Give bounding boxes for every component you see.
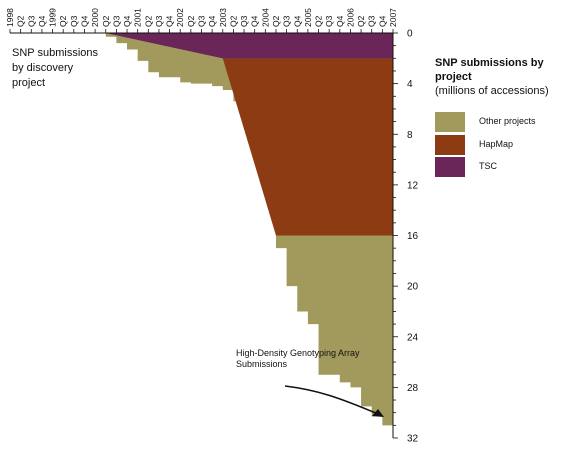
y-tick-label: 16 <box>407 231 419 242</box>
x-tick-label: Q3 <box>197 15 207 27</box>
x-tick-label: Q4 <box>292 15 302 27</box>
x-tick-label: Q4 <box>79 15 89 27</box>
legend-title: SNP submissions by project <box>435 57 544 83</box>
x-tick-label: Q3 <box>239 15 249 27</box>
chart-areas <box>99 33 393 426</box>
legend-swatch-tsc <box>435 157 465 177</box>
legend: SNP submissions by project (millions of … <box>435 56 580 177</box>
x-tick-label: Q2 <box>58 15 68 27</box>
legend-swatch-other <box>435 112 465 132</box>
x-tick-label: Q2 <box>271 15 281 27</box>
x-tick-label: Q3 <box>154 15 164 27</box>
series-tsc-area <box>105 33 393 59</box>
x-tick-label: Q4 <box>37 15 47 27</box>
y-tick-label: 32 <box>407 434 419 445</box>
legend-label-hapmap: HapMap <box>479 139 514 149</box>
x-tick-label: Q4 <box>165 15 175 27</box>
x-tick-label: 2000 <box>90 8 100 27</box>
y-axis: 0 4 8 12 16 20 24 28 32 <box>392 29 419 445</box>
x-tick-label: Q3 <box>26 15 36 27</box>
legend-label-tsc: TSC <box>479 161 497 171</box>
x-tick-label: Q4 <box>122 15 132 27</box>
x-tick-label: Q2 <box>356 15 366 27</box>
annotation-text: High-Density Genotyping Array Submission… <box>236 348 360 369</box>
x-tick-label: Q3 <box>69 15 79 27</box>
legend-subtitle: (millions of accessions) <box>435 85 549 97</box>
y-tick-label: 24 <box>407 332 419 343</box>
x-tick-label: Q2 <box>314 15 324 27</box>
annotation-arrowhead <box>372 409 384 417</box>
x-tick-label: 2004 <box>260 8 270 27</box>
x-tick-label: 1999 <box>48 8 58 27</box>
x-tick-label: Q2 <box>143 15 153 27</box>
x-tick-label: 2005 <box>303 8 313 27</box>
y-tick-label: 0 <box>407 29 413 40</box>
x-tick-label: Q3 <box>282 15 292 27</box>
x-tick-label: 2006 <box>345 8 355 27</box>
x-tick-label: Q4 <box>335 15 345 27</box>
y-tick-label: 4 <box>407 79 413 90</box>
x-tick-label: Q3 <box>324 15 334 27</box>
x-tick-label: 2001 <box>133 8 143 27</box>
x-tick-label: Q2 <box>16 15 26 27</box>
y-tick-label: 12 <box>407 180 419 191</box>
series-hapmap-area <box>222 58 393 236</box>
x-tick-label: 2007 <box>388 8 398 27</box>
x-tick-label: Q4 <box>250 15 260 27</box>
y-tick-label: 20 <box>407 282 419 293</box>
legend-label-other: Other projects <box>479 116 536 126</box>
x-tick-label: 1998 <box>5 8 15 27</box>
x-tick-label: 2002 <box>175 8 185 27</box>
x-tick-label: Q4 <box>207 15 217 27</box>
x-axis: 1998 Q2 Q3 Q4 1999 Q2 Q3 Q4 2000 Q2 Q3 Q4 2001 Q2 Q3 Q4… <box>5 8 398 34</box>
x-tick-label: Q3 <box>367 15 377 27</box>
annotation-arrow <box>284 385 379 415</box>
x-tick-label: Q2 <box>101 15 111 27</box>
y-tick-label: 28 <box>407 383 419 394</box>
legend-swatch-hapmap <box>435 135 465 155</box>
x-tick-label: Q2 <box>186 15 196 27</box>
x-tick-label: Q3 <box>111 15 121 27</box>
x-tick-label: Q4 <box>377 15 387 27</box>
x-tick-label: 2003 <box>218 8 228 27</box>
y-tick-label: 8 <box>407 130 413 141</box>
x-tick-label: Q2 <box>228 15 238 27</box>
side-label: SNP submissions by discovery project <box>12 47 98 89</box>
